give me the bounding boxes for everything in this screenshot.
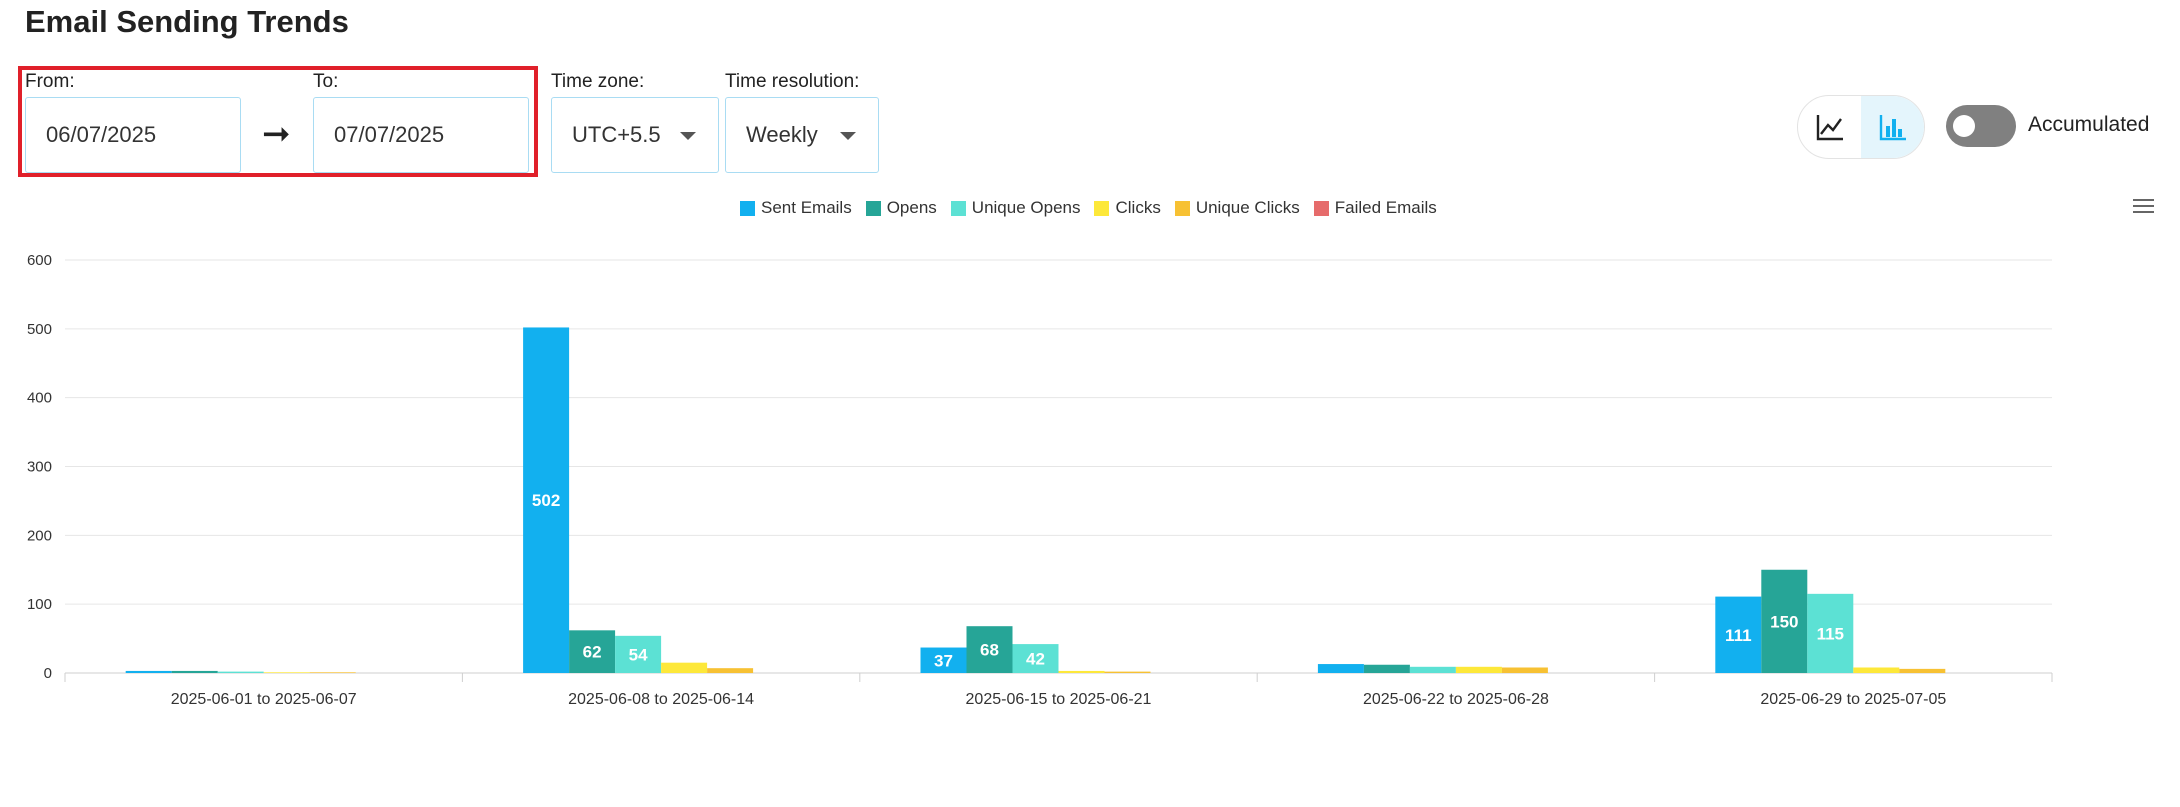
bar — [125, 670, 172, 673]
data-label: 502 — [532, 491, 560, 510]
x-tick-label: 2025-06-22 to 2025-06-28 — [1363, 691, 1549, 708]
data-label: 54 — [629, 645, 648, 664]
bar — [615, 635, 662, 673]
data-label: 115 — [1817, 624, 1844, 643]
y-tick-label: 200 — [27, 527, 52, 544]
bar — [920, 647, 967, 673]
y-tick-label: 0 — [44, 665, 52, 682]
bar — [661, 662, 708, 673]
legend-swatch — [1313, 200, 1329, 216]
timezone-value: UTC+5.5 — [572, 122, 661, 147]
legend-item[interactable]: Unique Opens — [950, 198, 1081, 218]
accumulated-toggle[interactable] — [1946, 105, 2016, 147]
data-label: 68 — [980, 641, 999, 660]
bar — [1715, 596, 1762, 673]
bar — [1853, 667, 1900, 673]
from-label: From: — [25, 71, 75, 92]
legend-swatch — [865, 200, 881, 216]
accumulated-label: Accumulated — [2028, 113, 2150, 136]
to-date-value: 07/07/2025 — [334, 122, 445, 147]
legend-item[interactable]: Unique Clicks — [1174, 198, 1300, 218]
bar-view-button[interactable] — [1861, 96, 1924, 158]
chart-legend: Sent Emails Opens Unique Opens Clicks Unique… — [740, 198, 1437, 218]
legend-label: Failed Emails — [1334, 198, 1437, 217]
bar — [523, 327, 570, 673]
legend-label: Clicks — [1115, 198, 1161, 217]
x-tick-label: 2025-06-01 to 2025-06-07 — [171, 691, 357, 708]
x-tick-label: 2025-06-08 to 2025-06-14 — [568, 691, 754, 708]
arrow-right-icon: ➞ — [262, 115, 291, 153]
from-date-value: 06/07/2025 — [46, 122, 157, 147]
data-label: 62 — [583, 643, 602, 662]
bar — [171, 670, 218, 673]
timezone-select[interactable]: UTC+5.5 — [551, 97, 719, 173]
bar — [1455, 666, 1502, 673]
bar — [309, 672, 356, 673]
legend-item[interactable]: Opens — [865, 198, 937, 218]
legend-item[interactable]: Clicks — [1094, 198, 1161, 218]
timezone-label: Time zone: — [551, 71, 645, 92]
bar — [1363, 664, 1410, 673]
bar-chart-icon — [1879, 115, 1906, 141]
data-label: 111 — [1725, 626, 1752, 645]
bar — [1012, 644, 1059, 673]
toggle-knob — [1953, 115, 1975, 137]
resolution-label: Time resolution: — [725, 71, 860, 92]
y-tick-label: 500 — [27, 321, 52, 338]
resolution-select[interactable]: Weekly — [725, 97, 879, 173]
y-tick-label: 400 — [27, 390, 52, 407]
legend-label: Opens — [886, 198, 937, 217]
to-label: To: — [313, 71, 339, 92]
date-range-highlight — [18, 66, 538, 177]
line-chart-icon — [1816, 115, 1843, 141]
legend-swatch — [950, 200, 966, 216]
data-label: 42 — [1026, 650, 1045, 669]
bar — [1899, 668, 1946, 673]
legend-swatch — [740, 200, 755, 216]
bar — [217, 671, 264, 673]
legend-label: Unique Clicks — [1195, 198, 1300, 217]
from-date-input[interactable]: 06/07/2025 — [25, 97, 241, 173]
legend-label: Sent Emails — [761, 198, 852, 217]
legend-swatch — [1174, 200, 1190, 216]
bar — [707, 668, 754, 673]
legend-label: Unique Opens — [971, 198, 1081, 217]
bar — [1104, 671, 1151, 673]
data-label: 37 — [934, 651, 953, 670]
bar — [569, 630, 616, 673]
data-label: 150 — [1770, 612, 1798, 631]
bar — [263, 672, 310, 673]
page-title: Email Sending Trends — [25, 4, 349, 39]
to-date-input[interactable]: 07/07/2025 — [313, 97, 529, 173]
x-tick-label: 2025-06-29 to 2025-07-05 — [1760, 691, 1946, 708]
hamburger-menu-icon[interactable] — [2132, 197, 2156, 215]
bar — [1501, 667, 1548, 673]
bar — [1807, 593, 1854, 673]
y-tick-label: 300 — [27, 459, 52, 476]
y-tick-label: 600 — [27, 252, 52, 269]
resolution-value: Weekly — [746, 122, 818, 147]
bar — [1409, 666, 1456, 673]
chevron-down-icon — [840, 132, 856, 140]
y-tick-label: 100 — [27, 596, 52, 613]
bar — [966, 626, 1013, 673]
legend-item[interactable]: Failed Emails — [1313, 198, 1437, 218]
x-tick-label: 2025-06-15 to 2025-06-21 — [966, 691, 1152, 708]
legend-swatch — [1094, 200, 1110, 216]
bar — [1058, 670, 1105, 673]
bar — [1317, 664, 1364, 673]
line-view-button[interactable] — [1798, 96, 1861, 158]
legend-item[interactable]: Sent Emails — [740, 198, 852, 218]
chevron-down-icon — [680, 132, 696, 140]
chart-view-toggle — [1797, 95, 1925, 159]
bar — [1761, 569, 1808, 673]
